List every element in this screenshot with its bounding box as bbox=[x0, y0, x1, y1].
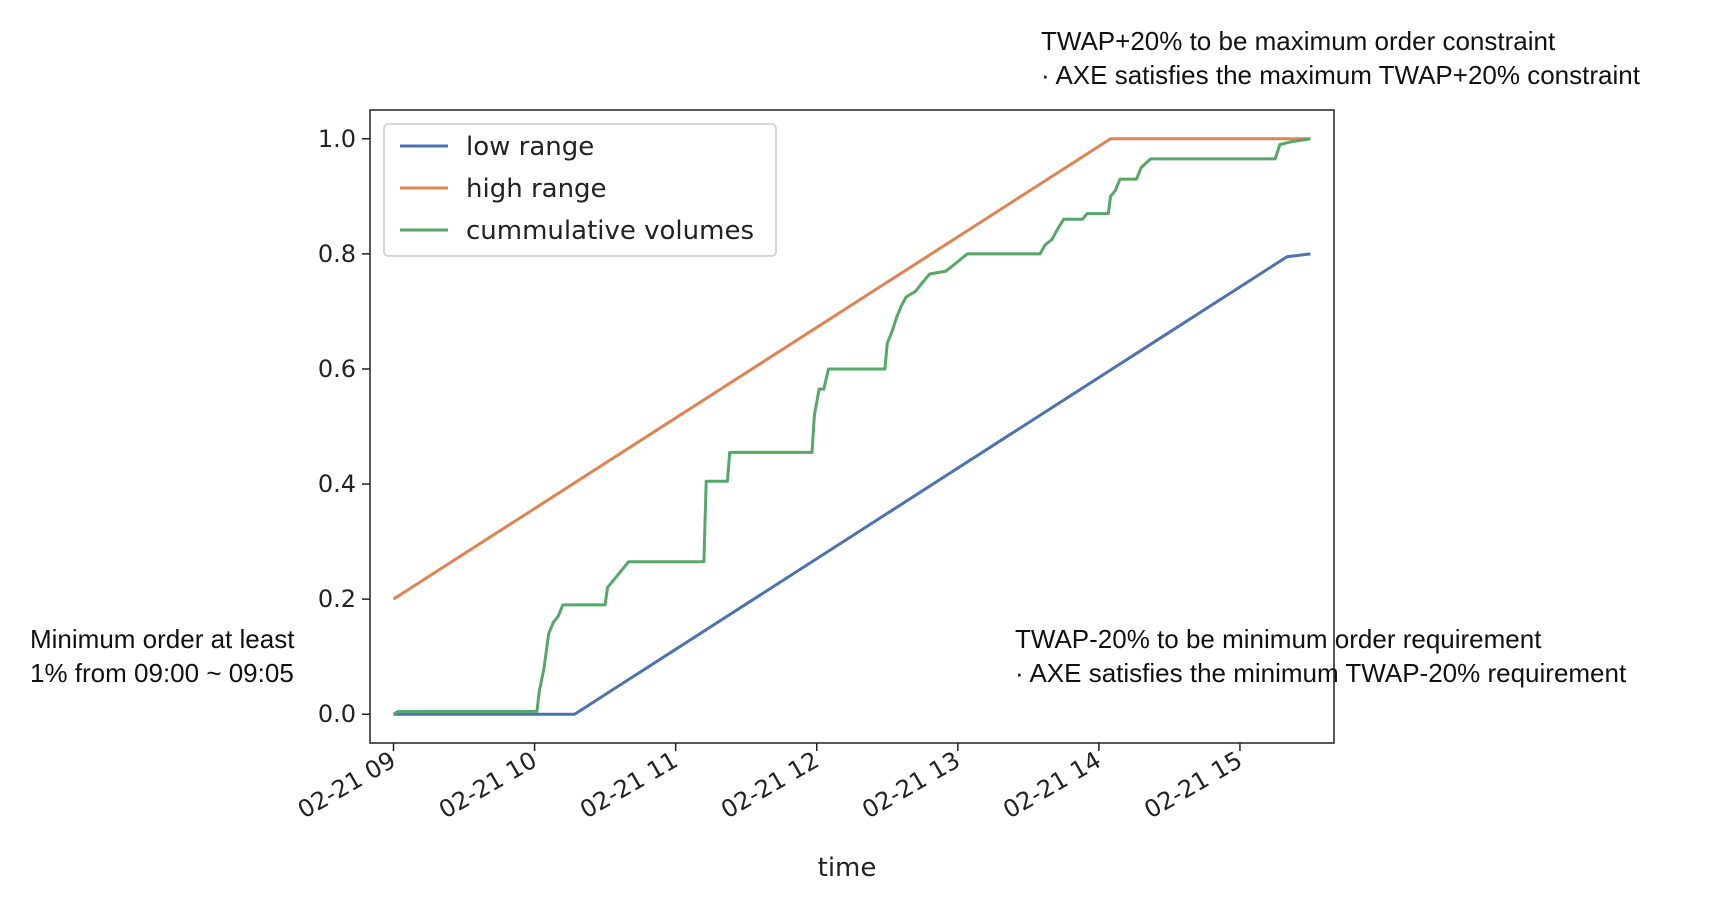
series-layer bbox=[392, 137, 1311, 716]
series-line-cummulative-volumes bbox=[392, 137, 1311, 716]
x-axis-title: time bbox=[818, 853, 877, 883]
max-constraint-title: TWAP+20% to be maximum order constraint bbox=[1041, 26, 1556, 56]
min-order-line2: 1% from 09:00 ~ 09:05 bbox=[30, 658, 294, 688]
y-tick-label: 0.2 bbox=[318, 585, 356, 613]
legend-label-cummulative-volumes: cummulative volumes bbox=[466, 216, 754, 246]
legend-label-high-range: high range bbox=[466, 174, 607, 204]
y-tick-label: 0.6 bbox=[318, 355, 356, 383]
x-tick-label: 02-21 10 bbox=[434, 746, 541, 824]
x-axis: 02-21 09 02-21 10 02-21 11 02-21 12 02-21 13… bbox=[293, 743, 1247, 824]
min-requirement-annotation: TWAP-20% to be minimum order requirement… bbox=[1015, 622, 1626, 690]
y-tick-label: 0.0 bbox=[318, 700, 356, 728]
x-tick-label: 02-21 14 bbox=[998, 746, 1105, 824]
x-tick-label: 02-21 11 bbox=[575, 746, 682, 824]
x-tick-label: 02-21 13 bbox=[857, 746, 964, 824]
y-tick-label: 0.4 bbox=[318, 470, 356, 498]
max-constraint-note: · AXE satisfies the maximum TWAP+20% con… bbox=[1041, 60, 1640, 90]
min-order-line1: Minimum order at least bbox=[30, 624, 295, 654]
x-tick-label: 02-21 12 bbox=[716, 746, 823, 824]
legend: low range high range cummulative volumes bbox=[383, 123, 777, 257]
series-line-high-range bbox=[392, 137, 1311, 601]
y-tick-label: 1.0 bbox=[318, 125, 356, 153]
legend-box bbox=[383, 123, 777, 257]
min-requirement-title: TWAP-20% to be minimum order requirement bbox=[1015, 624, 1542, 654]
legend-label-low-range: low range bbox=[466, 132, 594, 162]
x-tick-label: 02-21 15 bbox=[1140, 746, 1247, 824]
x-tick-label: 02-21 09 bbox=[293, 746, 400, 824]
min-order-annotation: Minimum order at least 1% from 09:00 ~ 0… bbox=[30, 622, 294, 690]
plot-frame bbox=[369, 109, 1335, 744]
min-requirement-note: · AXE satisfies the minimum TWAP-20% req… bbox=[1015, 658, 1627, 688]
y-axis: 0.0 0.2 0.4 0.6 0.8 1.0 bbox=[318, 125, 370, 728]
max-constraint-annotation: TWAP+20% to be maximum order constraint … bbox=[1041, 24, 1640, 92]
series-line-low-range bbox=[393, 252, 1311, 716]
y-tick-label: 0.8 bbox=[318, 240, 356, 268]
